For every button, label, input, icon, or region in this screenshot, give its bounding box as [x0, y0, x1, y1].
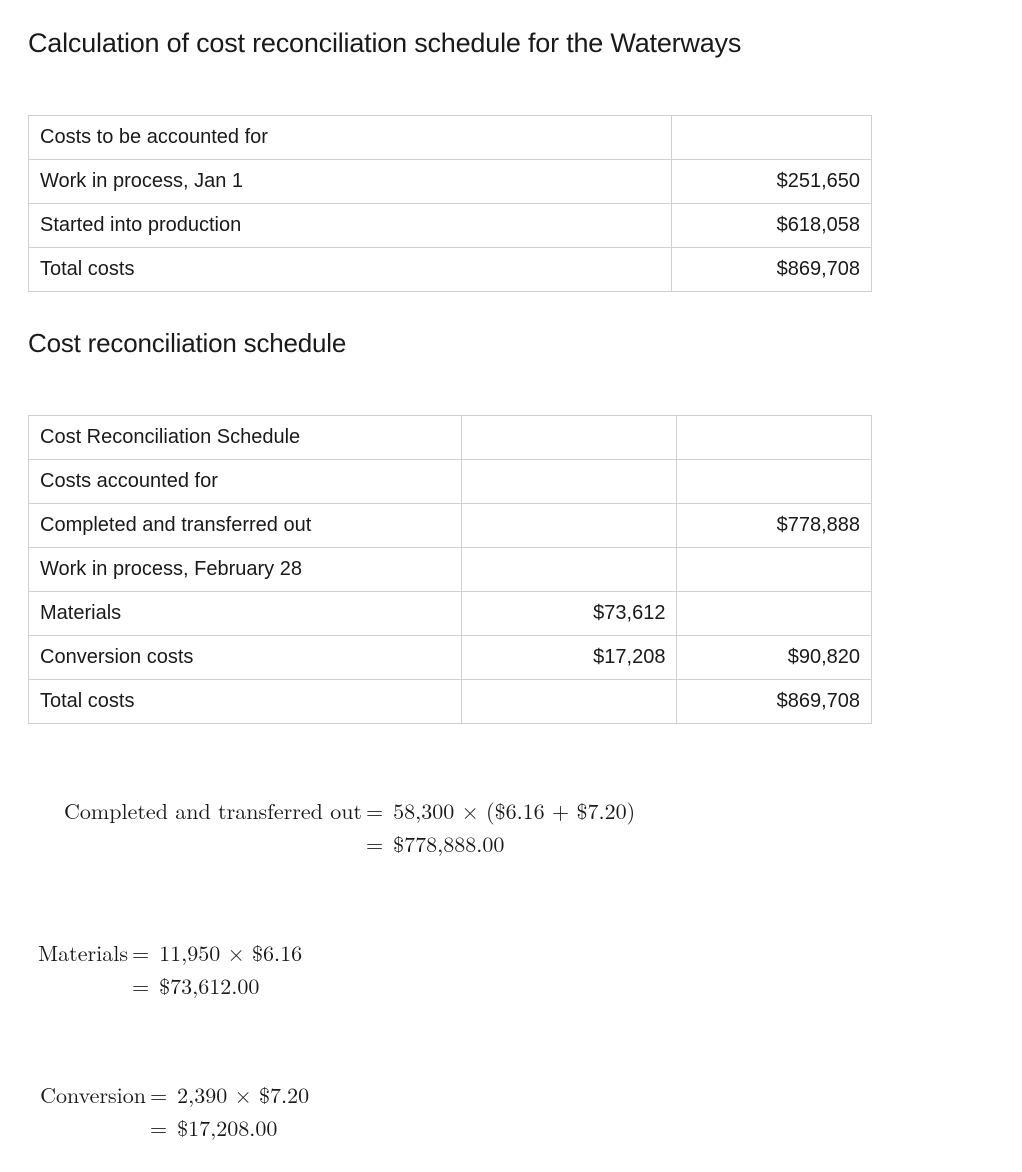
cell-value: $869,708 — [677, 680, 872, 724]
eq-equals: = — [128, 969, 153, 1002]
eq-rhs: $73,612.00 — [153, 969, 259, 1002]
cell-label: Materials — [29, 592, 462, 636]
eq-equals: = — [362, 794, 387, 827]
eq-rhs: 2,390 × $7.20 — [171, 1078, 309, 1111]
cell-mid — [461, 416, 677, 460]
cell-value — [672, 116, 872, 160]
cell-label: Total costs — [29, 680, 462, 724]
cell-label: Costs accounted for — [29, 460, 462, 504]
table-row: Work in process, Jan 1 $251,650 — [29, 160, 872, 204]
cell-value — [677, 592, 872, 636]
cell-label: Cost Reconciliation Schedule — [29, 416, 462, 460]
table-row: Costs to be accounted for — [29, 116, 872, 160]
costs-table: Costs to be accounted for Work in proces… — [28, 115, 872, 292]
cell-value — [677, 416, 872, 460]
table-row: Started into production $618,058 — [29, 204, 872, 248]
table-row: Cost Reconciliation Schedule — [29, 416, 872, 460]
cell-mid — [461, 460, 677, 504]
cell-label: Completed and transferred out — [29, 504, 462, 548]
eq-rhs: $17,208.00 — [171, 1111, 277, 1144]
eq-rhs: $778,888.00 — [387, 827, 504, 860]
eq-lhs: Completed and transferred out — [28, 794, 362, 827]
cell-value: $618,058 — [672, 204, 872, 248]
cell-label: Started into production — [29, 204, 672, 248]
eq-equals: = — [146, 1078, 171, 1111]
cell-value: $869,708 — [672, 248, 872, 292]
equations-section: Completed and transferred out = 58,300 ×… — [28, 794, 994, 1144]
eq-lhs: Materials — [28, 936, 128, 969]
cell-value: $90,820 — [677, 636, 872, 680]
cell-label: Total costs — [29, 248, 672, 292]
cell-value — [677, 460, 872, 504]
cell-label: Work in process, Jan 1 — [29, 160, 672, 204]
eq-lhs: Conversion — [28, 1078, 146, 1111]
table-row: Conversion costs $17,208 $90,820 — [29, 636, 872, 680]
eq-rhs: 11,950 × $6.16 — [153, 936, 302, 969]
table-row: Materials $73,612 — [29, 592, 872, 636]
table-row: Costs accounted for — [29, 460, 872, 504]
cell-label: Work in process, February 28 — [29, 548, 462, 592]
eq-equals: = — [362, 827, 387, 860]
eq-rhs: 58,300 × ($6.16 + $7.20) — [387, 794, 635, 827]
cell-mid — [461, 548, 677, 592]
eq-equals: = — [146, 1111, 171, 1144]
equation-conversion: Conversion = 2,390 × $7.20 = $17,208.00 — [28, 1078, 994, 1144]
equation-materials: Materials = 11,950 × $6.16 = $73,612.00 — [28, 936, 994, 1002]
cell-mid: $17,208 — [461, 636, 677, 680]
reconciliation-table: Cost Reconciliation Schedule Costs accou… — [28, 415, 872, 724]
cell-label: Costs to be accounted for — [29, 116, 672, 160]
cell-value: $778,888 — [677, 504, 872, 548]
equation-completed: Completed and transferred out = 58,300 ×… — [28, 794, 994, 860]
page-title: Calculation of cost reconciliation sched… — [28, 28, 994, 59]
section-subtitle: Cost reconciliation schedule — [28, 328, 994, 359]
cell-mid — [461, 504, 677, 548]
cell-value — [677, 548, 872, 592]
table-row: Completed and transferred out $778,888 — [29, 504, 872, 548]
table-row: Work in process, February 28 — [29, 548, 872, 592]
eq-equals: = — [128, 936, 153, 969]
cell-mid — [461, 680, 677, 724]
table-row: Total costs $869,708 — [29, 248, 872, 292]
cell-label: Conversion costs — [29, 636, 462, 680]
cell-mid: $73,612 — [461, 592, 677, 636]
table-row: Total costs $869,708 — [29, 680, 872, 724]
cell-value: $251,650 — [672, 160, 872, 204]
